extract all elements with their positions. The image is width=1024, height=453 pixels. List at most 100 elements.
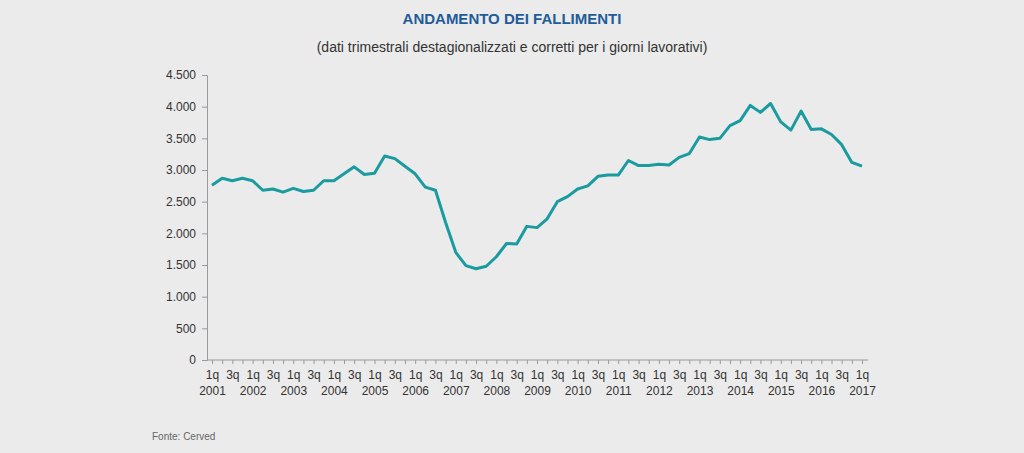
x-tick — [486, 360, 487, 364]
x-tick-label-line: 3q — [795, 368, 808, 382]
x-tick-mark — [710, 360, 711, 364]
x-tick-label-line: 1q — [653, 368, 666, 382]
x-tick-label-line: 1q — [206, 368, 219, 382]
x-tick-label-line: 3q — [551, 368, 564, 382]
x-tick: 1q2005 — [362, 360, 389, 398]
x-tick-label-line: 2001 — [199, 384, 226, 398]
y-tick-mark — [202, 170, 207, 171]
x-tick: 1q2007 — [443, 360, 470, 398]
x-tick-mark — [517, 360, 518, 364]
y-tick-mark — [202, 233, 207, 234]
x-tick: 1q 2016 — [809, 360, 836, 398]
x-tick-mark — [486, 360, 487, 364]
x-tick-mark — [801, 360, 802, 364]
x-tick-mark — [588, 360, 589, 364]
x-tick-mark — [730, 360, 731, 364]
x-tick: 3q — [429, 360, 442, 382]
title: ANDAMENTO DEI FALLIMENTI — [403, 10, 622, 27]
chart: ANDAMENTO DEI FALLIMENTI (dati trimestral… — [0, 0, 1024, 453]
x-tick-mark — [334, 360, 335, 364]
x-tick: 1q2012 — [646, 360, 673, 398]
y-tick-mark — [202, 297, 207, 298]
x-tick: 1q 2001 — [199, 360, 226, 398]
x-axis: 1q20013q1q20023q1q20033q1q20043q1q20053q… — [199, 360, 876, 398]
y-tick-mark — [202, 360, 207, 361]
x-tick — [588, 360, 589, 364]
x-tick-label: 1q2008 — [484, 368, 511, 398]
x-tick — [567, 360, 568, 364]
x-tick — [730, 360, 731, 364]
x-tick — [750, 360, 751, 364]
x-tick-label-line: 3q — [389, 368, 402, 382]
x-tick-label-line: 1q — [612, 368, 625, 382]
x-tick-label-line: 2008 — [484, 384, 511, 398]
x-tick — [852, 360, 853, 364]
y-tick-mark — [202, 265, 207, 266]
x-tick-mark — [740, 360, 741, 364]
x-tick: 3q — [673, 360, 686, 382]
source: Fonte: Cerved — [152, 431, 215, 442]
y-tick: 1.500 — [166, 258, 207, 272]
x-tick — [405, 360, 406, 364]
x-tick-label-line: 2013 — [687, 384, 714, 398]
x-tick — [791, 360, 792, 364]
x-tick-label-line: 2016 — [809, 384, 836, 398]
x-tick: 3q — [226, 360, 239, 382]
x-tick-mark — [842, 360, 843, 364]
x-tick-mark — [242, 360, 243, 364]
x-tick-label: 3q — [307, 368, 320, 382]
x-tick-label: 3q — [714, 368, 727, 382]
y-tick-label: 2.500 — [166, 195, 196, 209]
x-tick-label: 3q — [632, 368, 645, 382]
x-tick-mark — [578, 360, 579, 364]
x-tick-mark — [263, 360, 264, 364]
x-tick-mark — [618, 360, 619, 364]
x-tick-label: 1q2012 — [646, 368, 673, 398]
x-tick-label-line: 2014 — [727, 384, 754, 398]
x-tick: 1q2004 — [321, 360, 348, 398]
x-tick-mark — [466, 360, 467, 364]
x-tick — [303, 360, 304, 364]
x-tick: 1q2013 — [687, 360, 714, 398]
x-tick-label: 1q2011 — [606, 368, 632, 398]
x-tick — [344, 360, 345, 364]
x-tick-mark — [760, 360, 761, 364]
y-tick: 3.000 — [166, 163, 207, 177]
x-tick-mark — [456, 360, 457, 364]
x-tick: 3q — [795, 360, 808, 382]
x-tick-label: 3q — [592, 368, 605, 382]
x-tick-label-line: 2005 — [362, 384, 389, 398]
subtitle: (dati trimestrali destagionalizzati e co… — [317, 39, 708, 55]
x-tick-mark — [273, 360, 274, 364]
x-tick-label: 1q2017 — [849, 368, 876, 398]
y-tick-mark — [202, 138, 207, 139]
x-tick-mark — [537, 360, 538, 364]
y-tick-mark — [202, 202, 207, 203]
x-tick-mark — [832, 360, 833, 364]
y-tick: 0 — [189, 353, 207, 367]
y-tick: 2.500 — [166, 195, 207, 209]
x-tick — [689, 360, 690, 364]
x-tick-label-line: 3q — [429, 368, 442, 382]
x-tick-label-line: 1q — [815, 368, 828, 382]
x-tick-label-line: 3q — [836, 368, 849, 382]
x-tick — [283, 360, 284, 364]
x-tick-mark — [771, 360, 772, 364]
x-tick — [466, 360, 467, 364]
x-tick-mark — [293, 360, 294, 364]
x-tick-label-line: 2007 — [443, 384, 470, 398]
y-tick: 500 — [176, 322, 207, 336]
x-tick-label-line: 1q — [856, 368, 869, 382]
x-tick — [669, 360, 670, 364]
x-tick-label-line: 3q — [592, 368, 605, 382]
x-tick-label: 1q2015 — [768, 368, 795, 398]
x-tick — [547, 360, 548, 364]
y-tick: 2.000 — [166, 227, 207, 241]
x-tick-mark — [659, 360, 660, 364]
x-tick-label: 3q — [673, 368, 686, 382]
x-tick-mark — [354, 360, 355, 364]
y-tick-label: 2.000 — [166, 227, 196, 241]
x-tick-mark — [669, 360, 670, 364]
x-tick-label: 3q — [429, 368, 442, 382]
x-tick: 1q2002 — [240, 360, 267, 398]
